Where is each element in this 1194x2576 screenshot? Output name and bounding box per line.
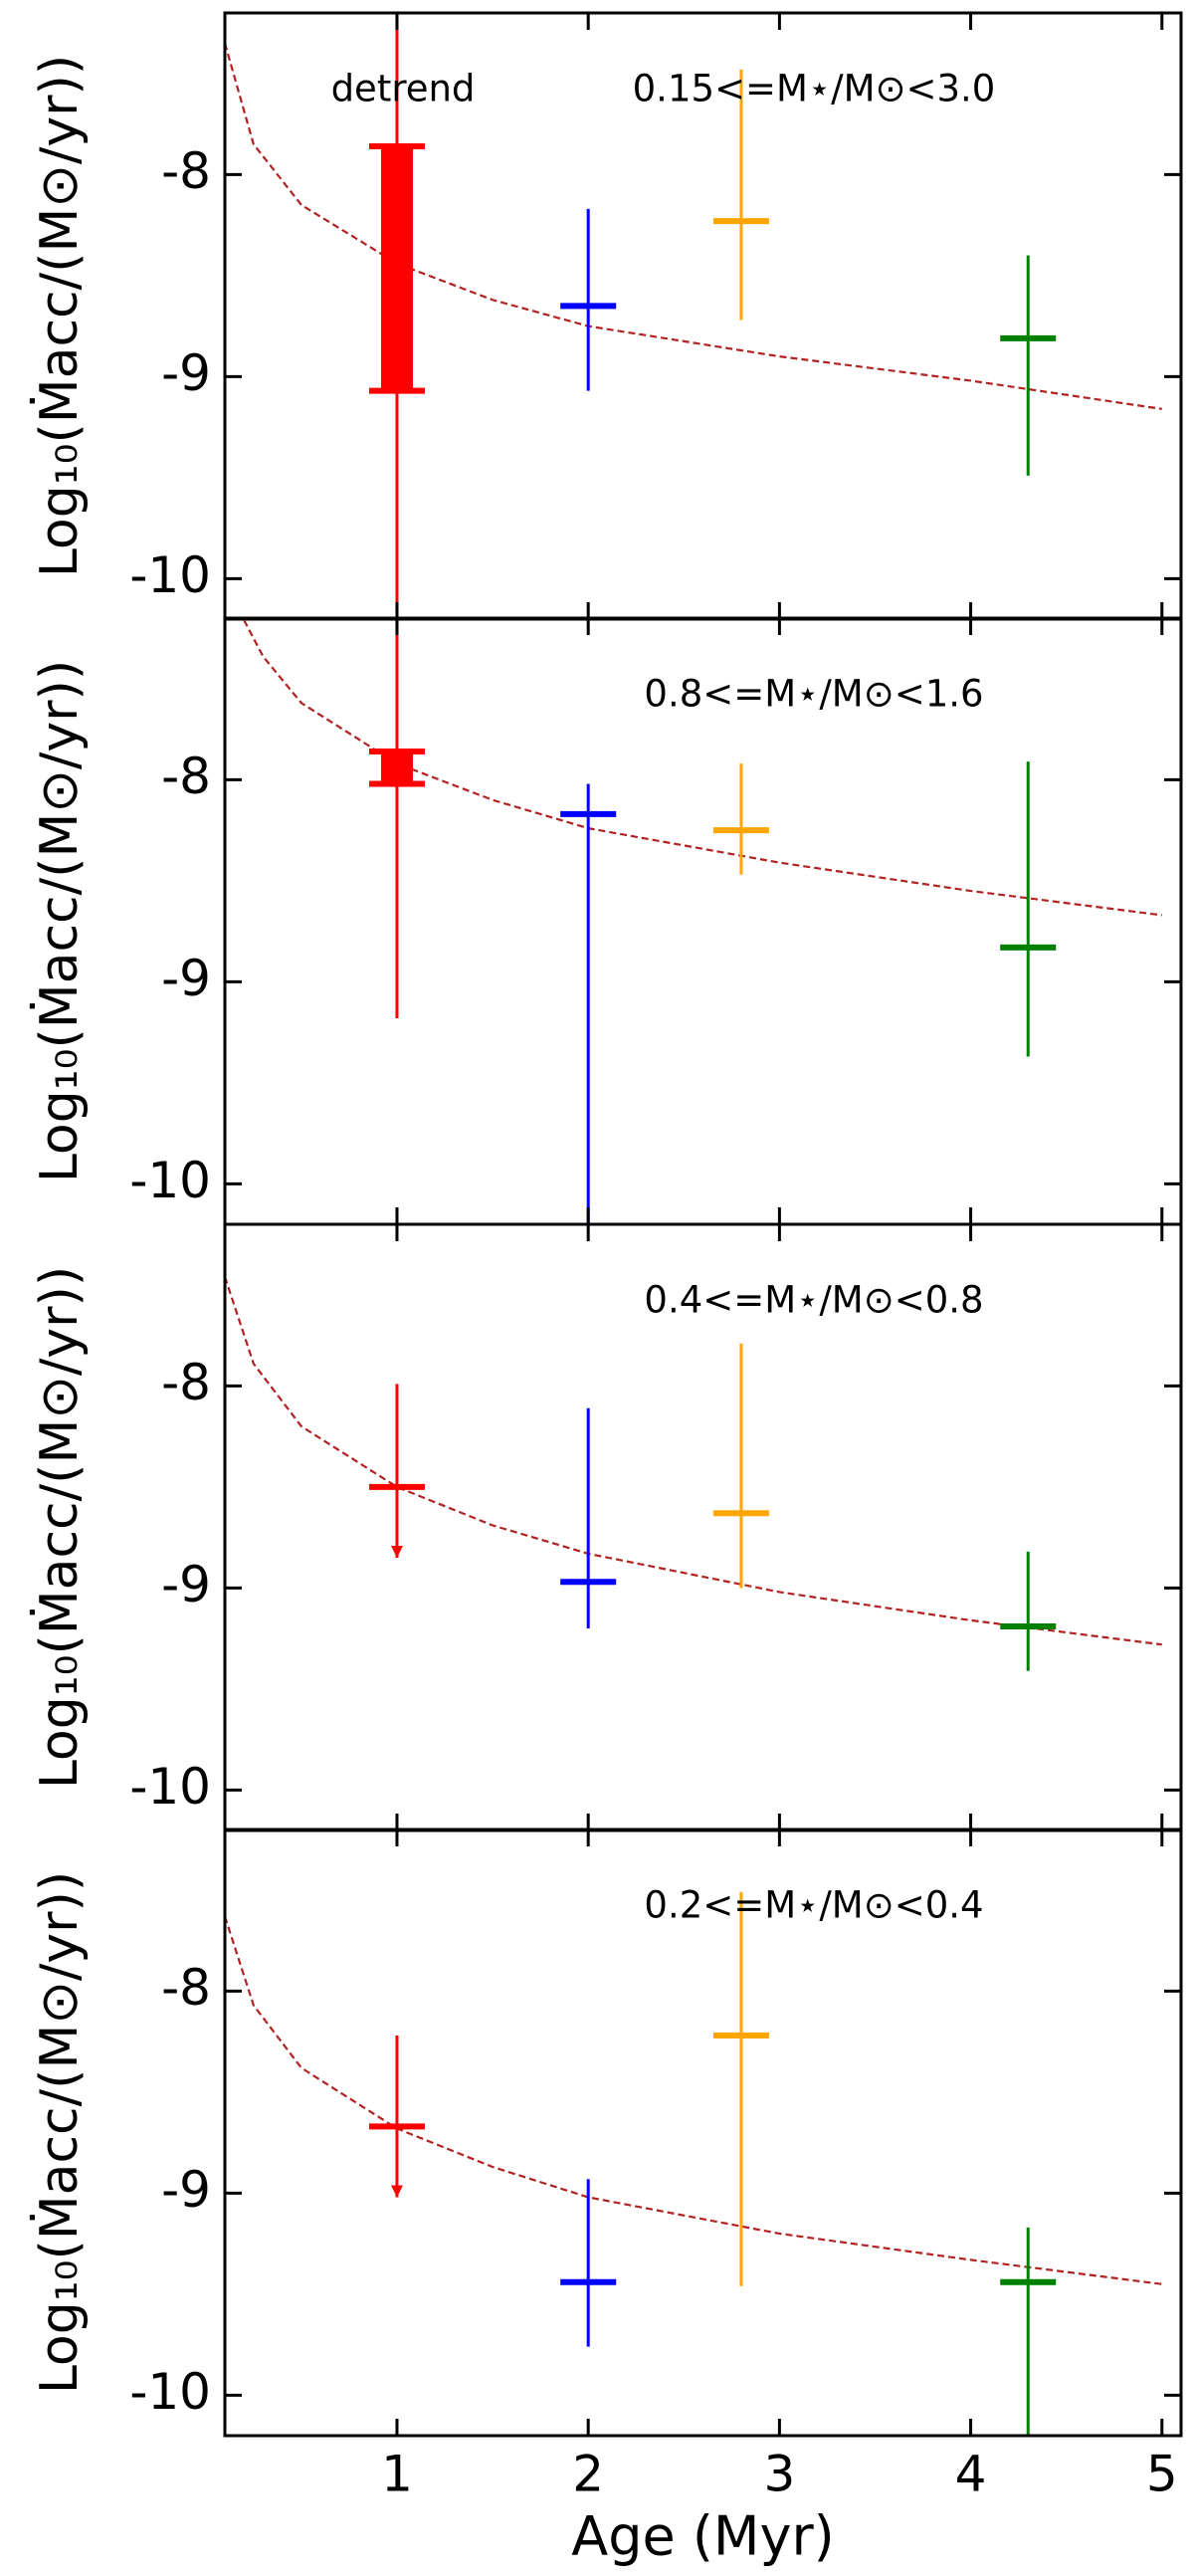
plot-area [225,13,1162,619]
x-tick-label: 2 [572,2446,604,2503]
y-tick-label: -10 [129,1758,211,1816]
y-tick-label: -8 [161,1959,211,2017]
panel-title: 0.15<=M⋆/M⊙<3.0 [633,68,996,110]
axes-frame [223,1827,1183,2438]
x-axis-label: Age (Myr) [571,2505,835,2568]
x-tick-label: 3 [763,2446,795,2503]
trend-curve [225,1915,1162,2285]
plot-area [225,1276,1162,1671]
y-axis-label: Log₁₀(Ṁacc/(M⊙/yr)) [29,660,90,1182]
range-box [380,145,413,391]
x-tick-label: 4 [955,2446,987,2503]
annotation: detrend [331,68,476,110]
y-tick-label: -9 [161,1556,211,1613]
panel-title: 0.2<=M⋆/M⊙<0.4 [644,1884,983,1927]
y-axis-label: Log₁₀(Ṁacc/(M⊙/yr)) [29,1266,90,1789]
plot-area [225,1891,1162,2436]
y-axis-label: Log₁₀(Ṁacc/(M⊙/yr)) [29,55,90,577]
range-box [380,751,413,784]
y-axis-label: Log₁₀(Ṁacc/(M⊙/yr)) [29,1871,90,2394]
plot-area [243,618,1162,1224]
panel-title: 0.4<=M⋆/M⊙<0.8 [644,1279,983,1322]
y-tick-label: -10 [129,1152,211,1209]
trend-curve [225,1276,1162,1646]
y-tick-label: -9 [161,2161,211,2219]
y-tick-label: -10 [129,546,211,604]
trend-curve [243,619,1162,917]
y-tick-label: -9 [161,950,211,1007]
y-tick-label: -9 [161,344,211,402]
y-tick-label: -8 [161,1354,211,1411]
y-tick-label: -10 [129,2363,211,2421]
upper-limit-arrow [390,2185,403,2198]
trend-curve [225,43,1162,410]
x-tick-label: 5 [1146,2446,1178,2503]
y-tick-label: -8 [161,748,211,805]
upper-limit-arrow [390,1545,403,1558]
y-tick-label: -8 [161,142,211,200]
x-tick-label: 1 [381,2446,413,2503]
panel-title: 0.8<=M⋆/M⊙<1.6 [644,673,983,716]
